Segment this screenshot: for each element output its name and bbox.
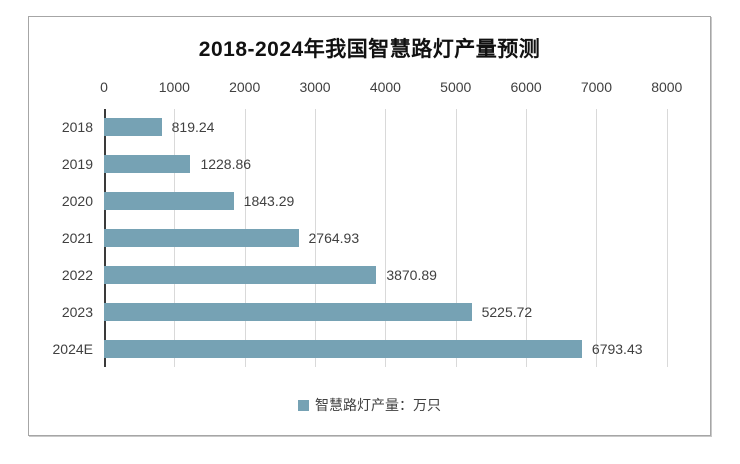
value-label: 6793.43 xyxy=(591,340,643,357)
y-axis-labels: 2018 2019 2020 2021 2022 2023 2024E xyxy=(29,109,93,367)
category-label: 2023 xyxy=(61,303,93,320)
x-tick-label: 6000 xyxy=(510,79,542,95)
x-tick-label: 1000 xyxy=(158,79,190,95)
gridline xyxy=(315,109,317,367)
x-tick-label: 3000 xyxy=(299,79,331,95)
bar-row: 1228.86 xyxy=(104,146,709,183)
value-label: 3870.89 xyxy=(386,266,437,283)
gridline xyxy=(385,109,387,367)
bar xyxy=(104,302,472,321)
chart-title: 2018-2024年我国智慧路灯产量预测 xyxy=(198,38,541,61)
x-tick-label: 5000 xyxy=(440,79,472,95)
x-tick-label: 8000 xyxy=(651,79,683,95)
bar xyxy=(104,118,162,137)
bar xyxy=(104,192,234,211)
category-label: 2020 xyxy=(61,193,93,210)
x-tick-label: 0 xyxy=(100,79,108,95)
value-label: 1843.29 xyxy=(243,193,295,210)
category-label: 2019 xyxy=(61,156,93,173)
x-tick-label: 4000 xyxy=(369,79,401,95)
legend-label: 智慧路灯产量：万只 xyxy=(315,397,441,413)
gridline xyxy=(666,109,668,367)
plot-area: 819.24 1228.86 1843.29 2764.93 3870.89 5225.7… xyxy=(104,109,709,367)
value-label: 5225.72 xyxy=(481,303,533,320)
legend: 智慧路灯产量：万只 xyxy=(29,395,710,415)
gridline xyxy=(596,109,598,367)
chart-container: 2018-2024年我国智慧路灯产量预测 0 1000 2000 3000 4000 50… xyxy=(28,16,711,436)
category-label: 2024E xyxy=(52,340,93,357)
bar-row: 6793.43 xyxy=(104,330,709,367)
gridline xyxy=(455,109,457,367)
bar-rows: 819.24 1228.86 1843.29 2764.93 3870.89 5225.7… xyxy=(104,109,709,367)
bar xyxy=(104,155,191,174)
bar xyxy=(104,339,582,358)
bar-row: 2764.93 xyxy=(104,220,709,257)
value-label: 1228.86 xyxy=(200,156,252,173)
x-tick-label: 2000 xyxy=(229,79,261,95)
x-tick-label: 7000 xyxy=(580,79,613,95)
category-label: 2021 xyxy=(61,230,93,246)
gridline xyxy=(526,109,528,367)
bar-row: 3870.89 xyxy=(104,256,709,293)
value-label: 2764.93 xyxy=(308,230,360,246)
x-axis: 0 1000 2000 3000 4000 5000 6000 7000 8000 xyxy=(100,79,709,97)
bar-row: 819.24 xyxy=(104,109,709,146)
legend-marker-icon xyxy=(298,399,309,411)
bar xyxy=(104,229,299,247)
value-label: 819.24 xyxy=(171,119,215,136)
category-label: 2018 xyxy=(61,119,93,136)
category-label: 2022 xyxy=(61,266,93,283)
bar-row: 1843.29 xyxy=(104,183,709,220)
bar xyxy=(104,265,377,284)
bar-row: 5225.72 xyxy=(104,293,709,330)
